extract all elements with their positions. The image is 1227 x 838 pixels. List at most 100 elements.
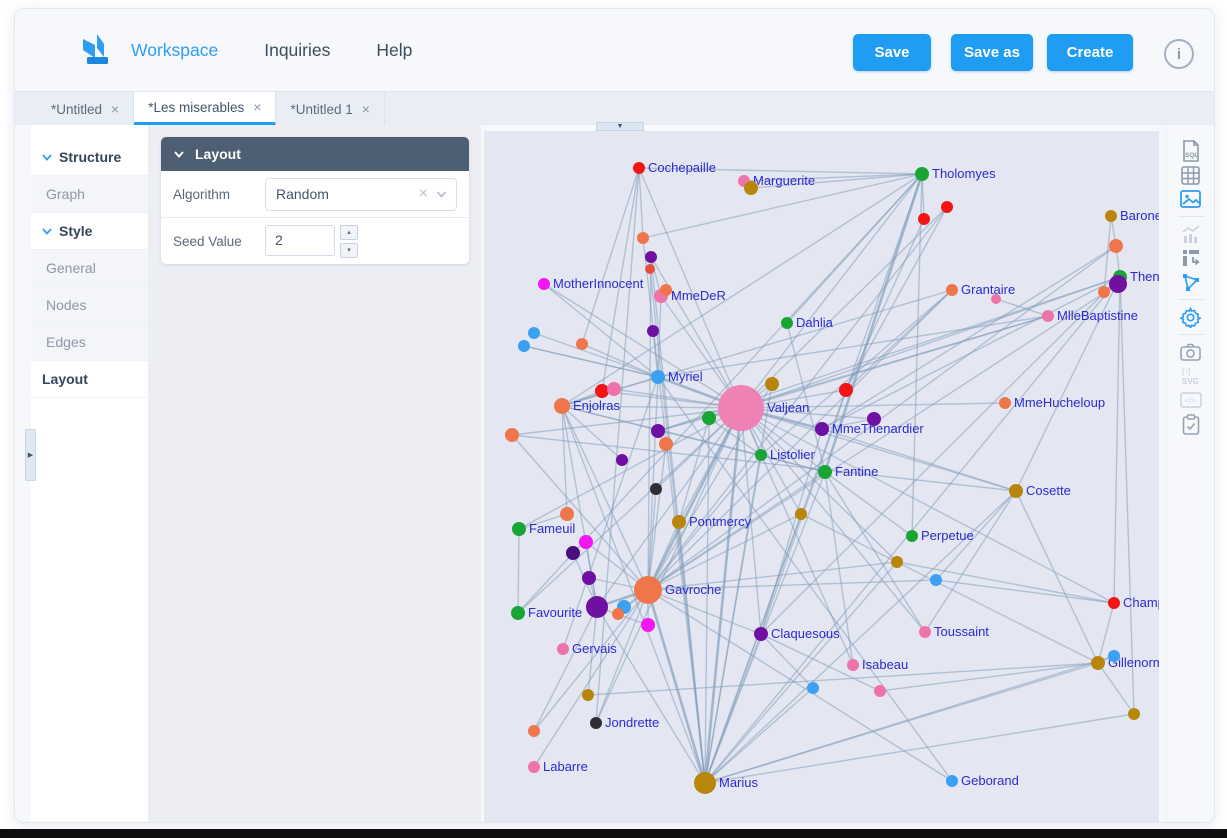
graph-edge[interactable] [533,332,659,378]
graph-edge[interactable] [740,407,1115,604]
graph-node[interactable] [586,596,608,618]
graph-node[interactable] [847,659,859,671]
graph-node[interactable] [1128,708,1140,720]
sidebar-item-general[interactable]: General [31,250,148,287]
graph-edge[interactable] [533,589,649,768]
graph-edge[interactable] [647,206,948,591]
graph-edge[interactable] [703,407,743,784]
chevron-down-icon[interactable] [436,190,447,198]
graph-edge[interactable] [740,276,1121,409]
graph-edge[interactable] [1103,215,1112,293]
graph-node[interactable] [818,465,832,479]
graph-node[interactable] [560,507,574,521]
graph-edge[interactable] [587,606,598,696]
graph-node[interactable] [641,618,655,632]
graph-node[interactable] [694,772,716,794]
close-icon[interactable]: × [361,101,370,117]
graph-edge[interactable] [1097,602,1115,664]
graph-edge[interactable] [647,454,762,591]
graph-node[interactable] [651,370,665,384]
save-as-button[interactable]: Save as [951,34,1033,71]
graph-node[interactable] [582,689,594,701]
seed-value-input[interactable] [265,224,335,256]
graph-edge[interactable] [935,579,1115,604]
graph-edge[interactable] [935,490,1017,581]
graph-edge[interactable] [821,418,875,430]
graph-edge[interactable] [601,167,640,392]
graph-node[interactable] [554,398,570,414]
graph-node[interactable] [839,383,853,397]
close-icon[interactable]: × [253,99,262,115]
graph-edge[interactable] [995,298,1049,317]
graph-edge[interactable] [704,417,710,784]
graph-edge[interactable] [642,173,923,239]
graph-edge[interactable] [638,167,742,409]
graph-node[interactable] [941,201,953,213]
graph-node[interactable] [1109,239,1123,253]
graph-node[interactable] [672,515,686,529]
graph-node[interactable] [718,385,764,431]
sql-icon[interactable]: SQL [1178,139,1204,163]
graph-edge[interactable] [845,289,953,391]
algorithm-select[interactable]: Random × [265,177,457,211]
graph-node[interactable] [795,508,807,520]
graph-node[interactable] [946,284,958,296]
tab-untitled[interactable]: *Untitled × [37,92,135,126]
graph-edge[interactable] [740,407,1017,492]
save-button[interactable]: Save [853,34,931,71]
graph-node[interactable] [576,338,588,350]
graph-edge[interactable] [896,561,1115,604]
graph-edge[interactable] [708,417,762,456]
graph-edge[interactable] [824,471,926,633]
graph-edge[interactable] [595,167,640,724]
graph-node[interactable] [505,428,519,442]
graph-edge[interactable] [638,167,923,175]
pivot-icon[interactable] [1178,246,1204,270]
graph-edge[interactable] [518,513,568,530]
graph-canvas[interactable]: Cochepaille Marguerite Tholomyes Barone Moth… [484,131,1159,822]
graph-edge[interactable] [845,218,925,391]
stepper-up-button[interactable]: ▴ [340,224,358,240]
graph-edge[interactable] [845,206,948,391]
graph-edge[interactable] [743,173,923,182]
code-icon[interactable]: </> [1178,388,1204,412]
graph-node[interactable] [528,327,540,339]
graph-node[interactable] [590,717,602,729]
graph-edge[interactable] [581,167,640,345]
sidebar-item-style[interactable]: Style [31,213,148,250]
graph-edge[interactable] [760,173,923,635]
graph-edge[interactable] [561,173,923,407]
graph-node[interactable] [781,317,793,329]
graph-edge[interactable] [647,579,937,591]
graph-edge[interactable] [760,633,881,692]
graph-edge[interactable] [638,167,644,239]
graph-edge[interactable] [647,589,953,782]
graph-edge[interactable] [543,283,742,409]
graph-edge[interactable] [704,513,802,784]
nav-inquiries[interactable]: Inquiries [264,39,331,60]
graph-edge[interactable] [921,173,925,220]
graph-node[interactable] [1108,650,1120,662]
graph-node[interactable] [538,278,550,290]
graph-edge[interactable] [824,471,854,666]
sidebar-item-nodes[interactable]: Nodes [31,287,148,324]
graph-edge[interactable] [740,206,948,409]
graph-node[interactable] [511,606,525,620]
graph-node[interactable] [918,213,930,225]
graph-edge[interactable] [1097,662,1135,715]
clear-icon[interactable]: × [418,185,428,202]
graph-node[interactable] [930,574,942,586]
graph-edge[interactable] [1119,276,1135,715]
graph-edge[interactable] [647,245,1117,591]
graph-edge[interactable] [678,417,710,523]
create-button[interactable]: Create [1047,34,1133,71]
graph-edge[interactable] [750,173,923,189]
graph-edge[interactable] [760,633,814,689]
graph-edge[interactable] [740,407,898,563]
graph-node[interactable] [946,775,958,787]
graph-edge[interactable] [543,283,659,378]
graph-edge[interactable] [821,428,1017,492]
graph-edge[interactable] [647,283,1119,591]
camera-icon[interactable] [1178,340,1204,364]
network-icon[interactable] [1178,270,1204,294]
